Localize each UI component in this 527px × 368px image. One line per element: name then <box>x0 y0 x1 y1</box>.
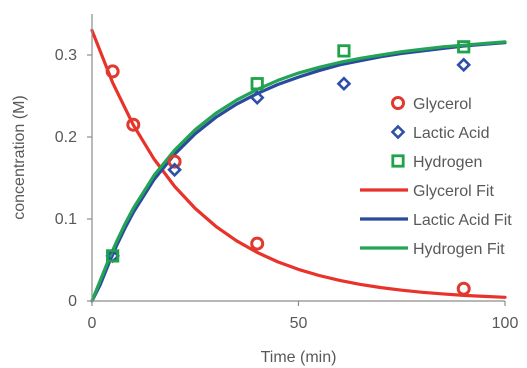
legend-hydrogen-fit-label: Hydrogen Fit <box>413 241 505 258</box>
y-tick-label: 0 <box>68 293 77 310</box>
glycerol-point <box>250 236 265 251</box>
ticks: 0 0.1 0.2 0.3 0 50 100 <box>55 47 519 332</box>
legend: Glycerol Lactic Acid Hydrogen Glycerol Fit L… <box>360 96 512 258</box>
glycerol-point <box>167 154 182 169</box>
hydrogen-point <box>457 40 471 54</box>
hydrogen-point <box>106 249 120 263</box>
glycerol-point <box>105 64 120 79</box>
x-axis-label: Time (min) <box>261 349 337 366</box>
lactic-acid-point <box>456 57 472 73</box>
lactic-acid-point <box>336 76 352 92</box>
lactic-acid-point <box>167 162 182 178</box>
lactic-acid-fit-line <box>90 41 507 303</box>
hydrogen-point <box>250 77 264 91</box>
y-tick-label: 0.2 <box>55 129 77 146</box>
legend-lactic-acid-symbol <box>390 124 406 140</box>
legend-hydrogen-label: Hydrogen <box>413 154 482 171</box>
y-tick-label: 0.1 <box>55 211 77 228</box>
x-tick-label: 0 <box>88 315 97 332</box>
x-tick-label: 50 <box>290 315 308 332</box>
hydrogen-point <box>337 44 351 58</box>
legend-glycerol-label: Glycerol <box>413 96 472 113</box>
y-axis-label: concentration (M) <box>11 95 28 220</box>
legend-hydrogen-symbol <box>391 154 405 168</box>
glycerol-point <box>126 117 141 132</box>
y-tick-label: 0.3 <box>55 47 77 64</box>
legend-glycerol-symbol <box>391 96 405 110</box>
plot-area <box>90 28 507 303</box>
x-tick-label: 100 <box>492 315 519 332</box>
legend-lactic-acid-label: Lactic Acid <box>413 125 489 142</box>
lactic-acid-point <box>249 90 265 105</box>
hydrogen-fit-line <box>90 40 507 303</box>
legend-glycerol-fit-label: Glycerol Fit <box>413 183 494 200</box>
legend-lactic-acid-fit-label: Lactic Acid Fit <box>413 212 512 229</box>
glycerol-point <box>456 281 471 296</box>
